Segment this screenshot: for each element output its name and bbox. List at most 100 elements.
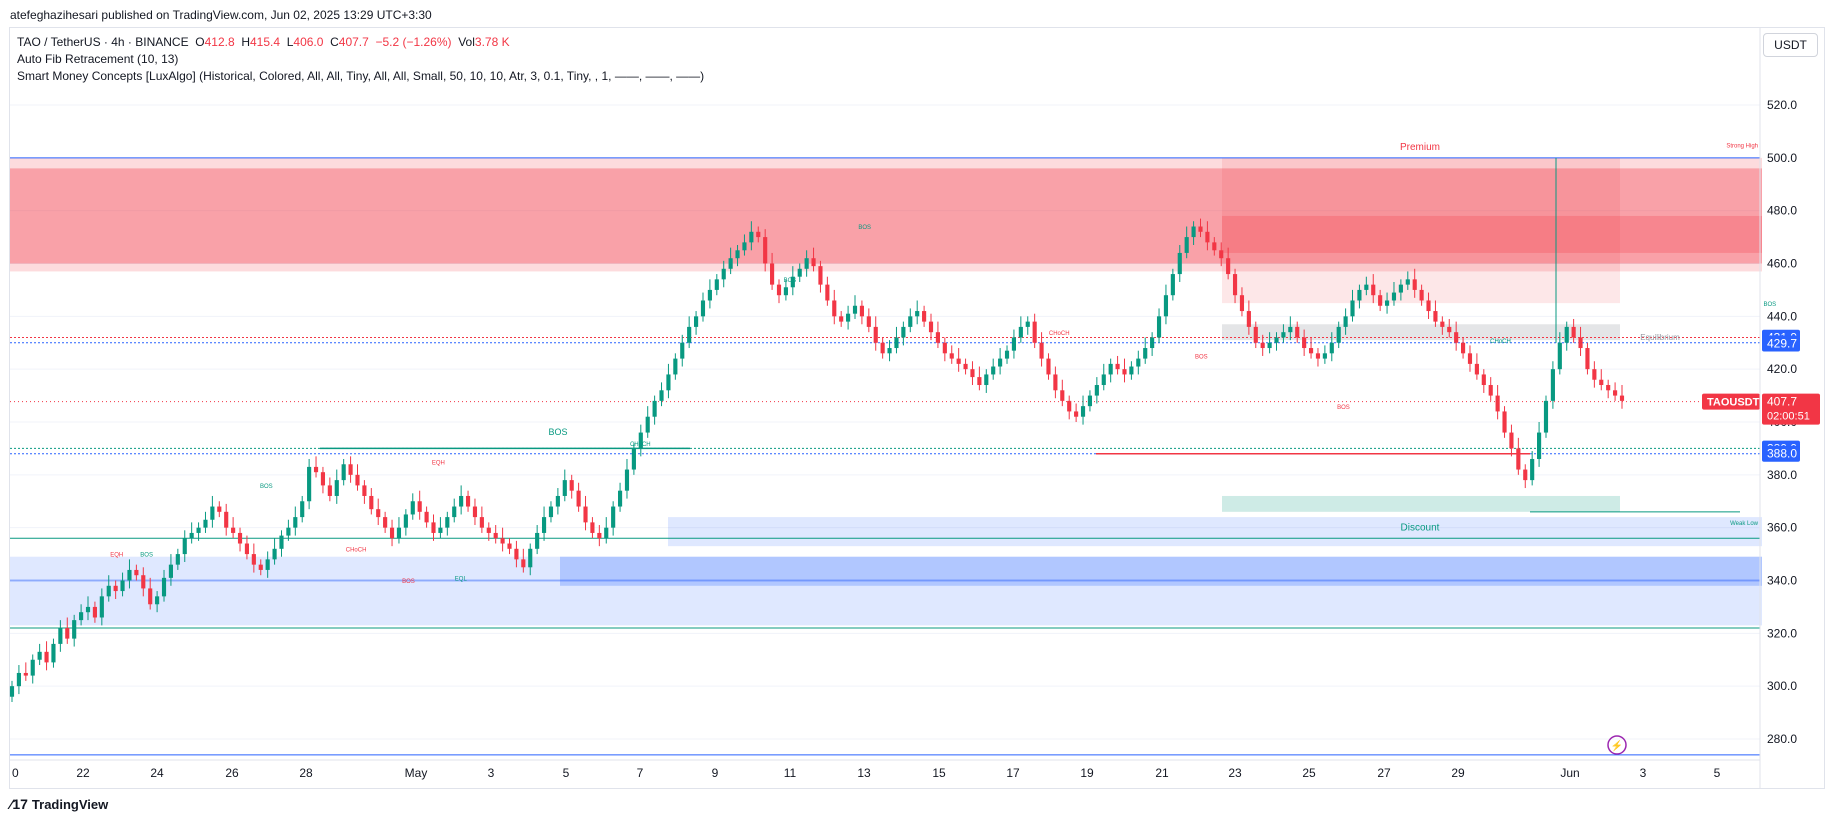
candle-body bbox=[1509, 432, 1514, 449]
candle-body bbox=[1592, 369, 1597, 380]
candle-body bbox=[783, 287, 788, 296]
low-label: L bbox=[286, 35, 294, 49]
candle-body bbox=[244, 543, 250, 555]
candle-body bbox=[320, 472, 326, 486]
candle-body bbox=[452, 506, 457, 518]
candle-body bbox=[1502, 411, 1507, 433]
candle-body bbox=[1467, 353, 1473, 364]
candle-body bbox=[673, 358, 678, 375]
strong-high-label: Strong High bbox=[1726, 143, 1758, 149]
x-tick-label: 3 bbox=[1640, 766, 1647, 780]
volume-value: 3.78 K bbox=[474, 35, 510, 49]
candle-body bbox=[991, 366, 996, 375]
x-tick-label: 25 bbox=[1302, 766, 1316, 780]
candle-body bbox=[811, 258, 816, 267]
candle-body bbox=[797, 268, 802, 277]
symbol-title[interactable]: TAO / TetherUS · 4h · BINANCE bbox=[17, 35, 189, 49]
candle-body bbox=[362, 485, 367, 496]
candle-body bbox=[1080, 406, 1086, 417]
candle-body bbox=[286, 527, 291, 536]
candle-body bbox=[604, 527, 609, 539]
candle-body bbox=[922, 311, 927, 322]
indicator-smc[interactable]: Smart Money Concepts [LuxAlgo] (Historic… bbox=[17, 69, 705, 83]
candle-body bbox=[51, 643, 56, 663]
demand-zone bbox=[10, 556, 1762, 626]
candle-body bbox=[127, 569, 132, 581]
premium-box bbox=[1222, 157, 1620, 304]
candle-body bbox=[756, 231, 761, 238]
y-tick-label: 300.0 bbox=[1767, 679, 1797, 693]
x-tick-label: 29 bbox=[1451, 766, 1465, 780]
candle-body bbox=[1315, 353, 1321, 359]
candle-body bbox=[1087, 395, 1093, 407]
candle-body bbox=[410, 501, 415, 515]
candle-body bbox=[1564, 326, 1569, 343]
x-tick-label: 5 bbox=[563, 766, 570, 780]
symbol-tag-bg bbox=[1702, 393, 1760, 410]
structure-label: BOS bbox=[1195, 355, 1208, 361]
candle-body bbox=[438, 527, 443, 533]
candle-body bbox=[79, 612, 84, 621]
y-tick-label: 480.0 bbox=[1767, 204, 1797, 218]
candle-body bbox=[977, 377, 982, 386]
candle-body bbox=[1011, 337, 1017, 351]
candle-body bbox=[1488, 385, 1493, 396]
candle-body bbox=[1481, 374, 1486, 386]
volume-label: Vol bbox=[458, 35, 475, 49]
high-label: H bbox=[241, 35, 250, 49]
candle-body bbox=[1329, 342, 1334, 354]
y-tick-label: 500.0 bbox=[1767, 151, 1797, 165]
candle-body bbox=[949, 353, 954, 359]
structure-label: BOS bbox=[1763, 302, 1776, 308]
candle-body bbox=[231, 527, 236, 533]
y-tick-label: 360.0 bbox=[1767, 521, 1797, 535]
x-tick-label: 0 bbox=[12, 766, 19, 780]
equilibrium-label: Equilibrium bbox=[1640, 333, 1680, 342]
x-tick-label: 15 bbox=[932, 766, 946, 780]
x-tick-label: 23 bbox=[1228, 766, 1242, 780]
candle-body bbox=[99, 596, 104, 618]
tradingview-logo[interactable]: ⁄17 TradingView bbox=[10, 796, 108, 812]
candle-body bbox=[1343, 316, 1348, 327]
candle-body bbox=[776, 284, 782, 296]
candle-body bbox=[887, 348, 892, 354]
tradingview-brand: TradingView bbox=[31, 796, 109, 812]
candle-body bbox=[1191, 226, 1196, 238]
chart-frame bbox=[9, 27, 1825, 789]
candle-body bbox=[300, 501, 305, 518]
weak-low-label: Weak Low bbox=[1730, 521, 1759, 527]
premium-zone bbox=[10, 157, 1762, 272]
candle-body bbox=[1150, 337, 1155, 349]
indicator-fib[interactable]: Auto Fib Retracement (10, 13) bbox=[17, 52, 179, 66]
close-label: C bbox=[330, 35, 339, 49]
candle-body bbox=[825, 284, 830, 301]
candle-body bbox=[1219, 250, 1224, 259]
high-value: 415.4 bbox=[250, 35, 281, 49]
candle-body bbox=[749, 231, 754, 243]
candle-body bbox=[431, 522, 436, 533]
currency-button[interactable]: USDT bbox=[1763, 33, 1818, 57]
candle-body bbox=[9, 686, 15, 697]
x-tick-label: 9 bbox=[712, 766, 719, 780]
candle-body bbox=[224, 511, 229, 528]
candle-body bbox=[217, 506, 222, 512]
candle-body bbox=[1163, 295, 1169, 317]
candle-body bbox=[58, 628, 63, 644]
x-tick-label: 19 bbox=[1080, 766, 1094, 780]
candle-body bbox=[1357, 289, 1362, 301]
candle-body bbox=[210, 506, 215, 520]
candle-body bbox=[65, 628, 70, 639]
close-value: 407.7 bbox=[338, 35, 369, 49]
candle-body bbox=[1599, 379, 1604, 386]
candle-body bbox=[44, 651, 49, 663]
candle-body bbox=[694, 316, 699, 327]
candle-body bbox=[1537, 432, 1542, 459]
candle-body bbox=[1101, 374, 1106, 386]
candle-body bbox=[258, 564, 263, 570]
candle-body bbox=[928, 321, 934, 333]
candle-body bbox=[583, 506, 588, 523]
candle-body bbox=[894, 337, 899, 349]
candle-body bbox=[161, 577, 167, 597]
x-tick-label: Jun bbox=[1560, 766, 1579, 780]
